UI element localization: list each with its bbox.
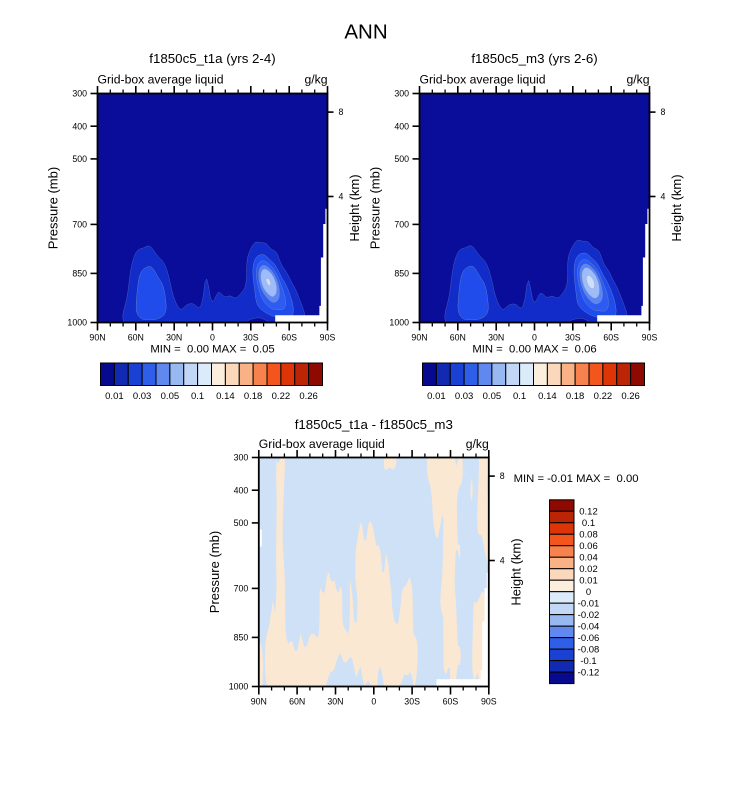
svg-text:0.04: 0.04: [579, 553, 598, 564]
svg-text:g/kg: g/kg: [304, 73, 327, 87]
svg-text:30N: 30N: [166, 333, 182, 343]
svg-text:Grid-box average liquid: Grid-box average liquid: [259, 437, 385, 451]
svg-text:0.01: 0.01: [427, 391, 446, 402]
svg-text:-0.04: -0.04: [578, 621, 600, 632]
svg-text:0.08: 0.08: [579, 530, 598, 541]
svg-text:0: 0: [371, 697, 376, 707]
svg-text:90N: 90N: [89, 333, 105, 343]
svg-text:90N: 90N: [251, 697, 267, 707]
svg-text:g/kg: g/kg: [466, 437, 489, 451]
svg-text:500: 500: [234, 518, 249, 528]
svg-text:0.02: 0.02: [579, 564, 598, 575]
svg-text:Pressure (mb): Pressure (mb): [46, 167, 61, 249]
svg-text:Height (km): Height (km): [347, 174, 362, 241]
svg-text:0.1: 0.1: [582, 518, 595, 529]
svg-text:-0.06: -0.06: [578, 633, 600, 644]
svg-text:1000: 1000: [67, 318, 87, 328]
svg-text:400: 400: [394, 121, 409, 131]
svg-text:0: 0: [532, 333, 537, 343]
svg-text:500: 500: [394, 154, 409, 164]
svg-text:Pressure (mb): Pressure (mb): [368, 167, 383, 249]
svg-text:4: 4: [661, 192, 666, 202]
svg-text:500: 500: [72, 154, 87, 164]
svg-text:Grid-box average liquid: Grid-box average liquid: [98, 73, 224, 87]
svg-text:1000: 1000: [229, 682, 249, 692]
svg-text:0.03: 0.03: [133, 391, 152, 402]
svg-text:Pressure (mb): Pressure (mb): [207, 531, 222, 613]
svg-text:8: 8: [500, 471, 505, 481]
svg-text:-0.08: -0.08: [578, 644, 600, 655]
svg-text:30S: 30S: [404, 697, 420, 707]
svg-text:MIN = 0.00 MAX = 0.06: MIN = 0.00 MAX = 0.06: [472, 344, 596, 356]
svg-text:f1850c5_t1a (yrs 2-4): f1850c5_t1a (yrs 2-4): [149, 51, 275, 66]
svg-text:60S: 60S: [443, 697, 459, 707]
svg-text:0.22: 0.22: [594, 391, 613, 402]
svg-text:0.01: 0.01: [579, 576, 598, 587]
svg-text:90S: 90S: [642, 333, 658, 343]
svg-text:Height (km): Height (km): [509, 538, 524, 605]
svg-text:0: 0: [586, 587, 591, 598]
svg-text:-0.02: -0.02: [578, 610, 600, 621]
svg-text:0.12: 0.12: [579, 507, 598, 518]
svg-text:4: 4: [339, 192, 344, 202]
svg-text:g/kg: g/kg: [626, 73, 649, 87]
svg-text:400: 400: [72, 121, 87, 131]
svg-text:850: 850: [234, 633, 249, 643]
svg-text:8: 8: [339, 107, 344, 117]
svg-text:1000: 1000: [389, 318, 409, 328]
svg-text:-0.1: -0.1: [580, 656, 596, 667]
svg-text:850: 850: [394, 269, 409, 279]
svg-text:700: 700: [72, 219, 87, 229]
svg-text:f1850c5_m3 (yrs 2-6): f1850c5_m3 (yrs 2-6): [471, 51, 597, 66]
svg-text:700: 700: [234, 583, 249, 593]
svg-text:Grid-box average liquid: Grid-box average liquid: [420, 73, 546, 87]
svg-text:0.22: 0.22: [272, 391, 291, 402]
svg-text:90S: 90S: [320, 333, 336, 343]
svg-text:90S: 90S: [481, 697, 497, 707]
svg-text:400: 400: [234, 485, 249, 495]
svg-text:8: 8: [661, 107, 666, 117]
svg-text:MIN = -0.01 MAX = 0.00: MIN = -0.01 MAX = 0.00: [514, 473, 639, 485]
svg-text:60N: 60N: [128, 333, 144, 343]
svg-text:0.26: 0.26: [299, 391, 318, 402]
svg-text:-0.01: -0.01: [578, 598, 600, 609]
svg-text:0.14: 0.14: [538, 391, 557, 402]
svg-text:60S: 60S: [281, 333, 297, 343]
svg-text:0.18: 0.18: [244, 391, 263, 402]
svg-text:Height (km): Height (km): [669, 174, 684, 241]
svg-text:0.06: 0.06: [579, 541, 598, 552]
svg-text:30N: 30N: [488, 333, 504, 343]
svg-text:850: 850: [72, 269, 87, 279]
svg-text:-0.12: -0.12: [578, 667, 600, 678]
svg-text:60S: 60S: [603, 333, 619, 343]
svg-text:0.05: 0.05: [483, 391, 502, 402]
svg-text:0.26: 0.26: [621, 391, 640, 402]
svg-text:700: 700: [394, 219, 409, 229]
svg-text:300: 300: [234, 453, 249, 463]
svg-text:0.1: 0.1: [191, 391, 204, 402]
svg-text:0.05: 0.05: [161, 391, 180, 402]
svg-text:60N: 60N: [289, 697, 305, 707]
svg-text:30S: 30S: [565, 333, 581, 343]
svg-text:60N: 60N: [450, 333, 466, 343]
svg-text:0.03: 0.03: [455, 391, 474, 402]
svg-text:0: 0: [210, 333, 215, 343]
svg-text:30S: 30S: [243, 333, 259, 343]
svg-text:f1850c5_t1a - f1850c5_m3: f1850c5_t1a - f1850c5_m3: [295, 417, 453, 432]
svg-text:0.18: 0.18: [566, 391, 585, 402]
svg-text:300: 300: [394, 89, 409, 99]
svg-text:MIN = 0.00 MAX = 0.05: MIN = 0.00 MAX = 0.05: [150, 344, 274, 356]
svg-text:90N: 90N: [411, 333, 427, 343]
svg-text:4: 4: [500, 556, 505, 566]
svg-text:30N: 30N: [327, 697, 343, 707]
svg-text:ANN: ANN: [344, 21, 387, 44]
svg-text:0.01: 0.01: [105, 391, 124, 402]
svg-text:0.1: 0.1: [513, 391, 526, 402]
svg-text:300: 300: [72, 89, 87, 99]
svg-text:0.14: 0.14: [216, 391, 235, 402]
